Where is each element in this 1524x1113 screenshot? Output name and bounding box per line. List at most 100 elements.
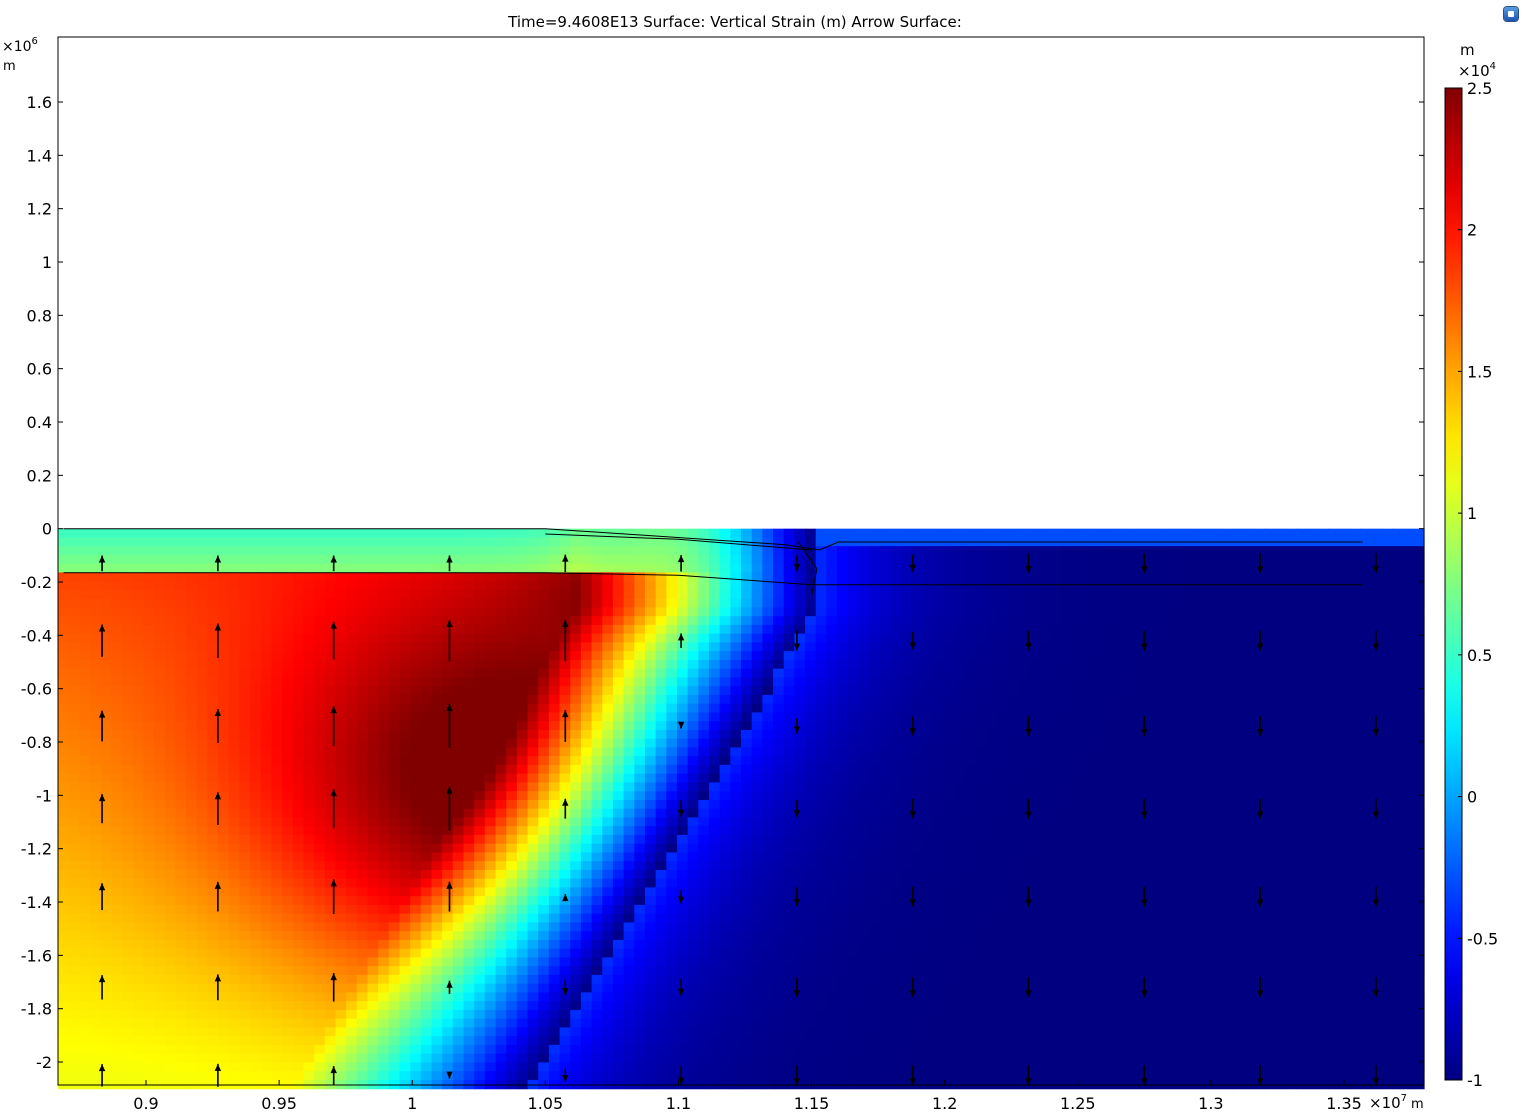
heat-cell [634,528,646,539]
heat-cell [1029,729,1041,740]
heat-cell [1029,808,1041,819]
heat-cell [154,563,166,574]
heat-cell [1402,563,1414,574]
heat-cell [869,721,881,731]
heat-cell [1167,581,1180,591]
heat-cell [506,712,518,722]
heat-cell [1327,782,1340,792]
heat-cell [1029,843,1041,854]
heat-cell [1071,834,1084,845]
heat-cell [580,572,593,582]
heat-cell [143,782,155,792]
heat-cell [794,528,806,539]
heat-cell [346,721,358,731]
heat-cell [805,712,817,722]
heat-cell [122,747,134,757]
heat-cell [260,572,273,582]
heat-cell [965,799,977,810]
heat-cell [399,537,411,547]
heat-cell [1103,747,1116,757]
heat-cell [1135,773,1148,784]
heat-cell [79,659,91,670]
heat-cell [1359,861,1372,871]
heat-cell [1189,528,1201,539]
heat-cell [975,703,988,714]
heat-cell [634,712,646,722]
heat-cell [580,651,593,661]
heat-cell [1359,694,1372,705]
heat-cell [1189,729,1201,740]
heat-cell [634,799,646,810]
heat-cell [356,738,369,749]
heat-cell [1263,721,1276,731]
heat-cell [1327,607,1340,617]
heat-cell [1391,581,1404,591]
heat-cell [762,581,774,591]
heat-cell [783,624,795,635]
heat-cell [1402,581,1414,591]
heat-cell [634,808,646,819]
heat-cell [399,791,411,801]
heat-cell [869,826,881,836]
heat-cell [420,624,433,635]
heat-cell [1221,581,1233,591]
heat-cell [164,721,176,731]
heat-cell [975,642,988,652]
heat-cell [943,686,956,696]
heat-cell [175,861,187,871]
heat-cell [1295,799,1308,810]
heat-cell [730,791,742,801]
heat-cell [303,572,315,582]
heat-cell [719,694,731,705]
heat-cell [1157,563,1169,574]
heat-cell [132,589,144,600]
heat-cell [826,817,838,827]
heat-cell [1157,659,1169,670]
heat-cell [794,826,806,836]
heat-cell [612,791,625,801]
heat-cell [997,624,1009,635]
heat-cell [1039,782,1052,792]
heat-cell [378,659,390,670]
heat-cell [698,817,710,827]
heat-cell [324,861,337,871]
heat-cell [655,843,667,854]
heat-cell [719,729,731,740]
heat-cell [890,598,902,609]
heat-cell [68,712,80,722]
heat-cell [1413,694,1425,705]
heat-cell [805,546,817,556]
heat-cell [154,808,166,819]
heat-cell [965,642,977,652]
heat-cell [1050,624,1062,635]
heat-cell [1317,598,1329,609]
heat-cell [762,712,774,722]
heat-cell [676,834,689,845]
heat-cell [1317,581,1329,591]
heat-cell [570,546,582,556]
heat-cell [58,686,70,696]
heat-cell [132,528,144,539]
heat-cell [612,607,625,617]
heat-cell [79,721,91,731]
heat-cell [751,834,763,845]
heat-cell [794,563,806,574]
heat-cell [431,756,443,766]
heat-cell [1061,528,1073,539]
heat-cell [239,598,251,609]
heat-cell [1167,651,1180,661]
heat-cell [1370,782,1382,792]
heat-cell [335,686,347,696]
heat-cell [1370,817,1382,827]
heat-cell [474,721,486,731]
heat-cell [762,589,774,600]
heat-cell [698,624,710,635]
heat-cell [527,686,539,696]
heat-cell [175,616,187,626]
heat-cell [538,677,550,687]
heat-cell [90,703,102,714]
heat-cell [570,677,582,687]
heat-cell [452,834,465,845]
heat-cell [132,546,144,556]
